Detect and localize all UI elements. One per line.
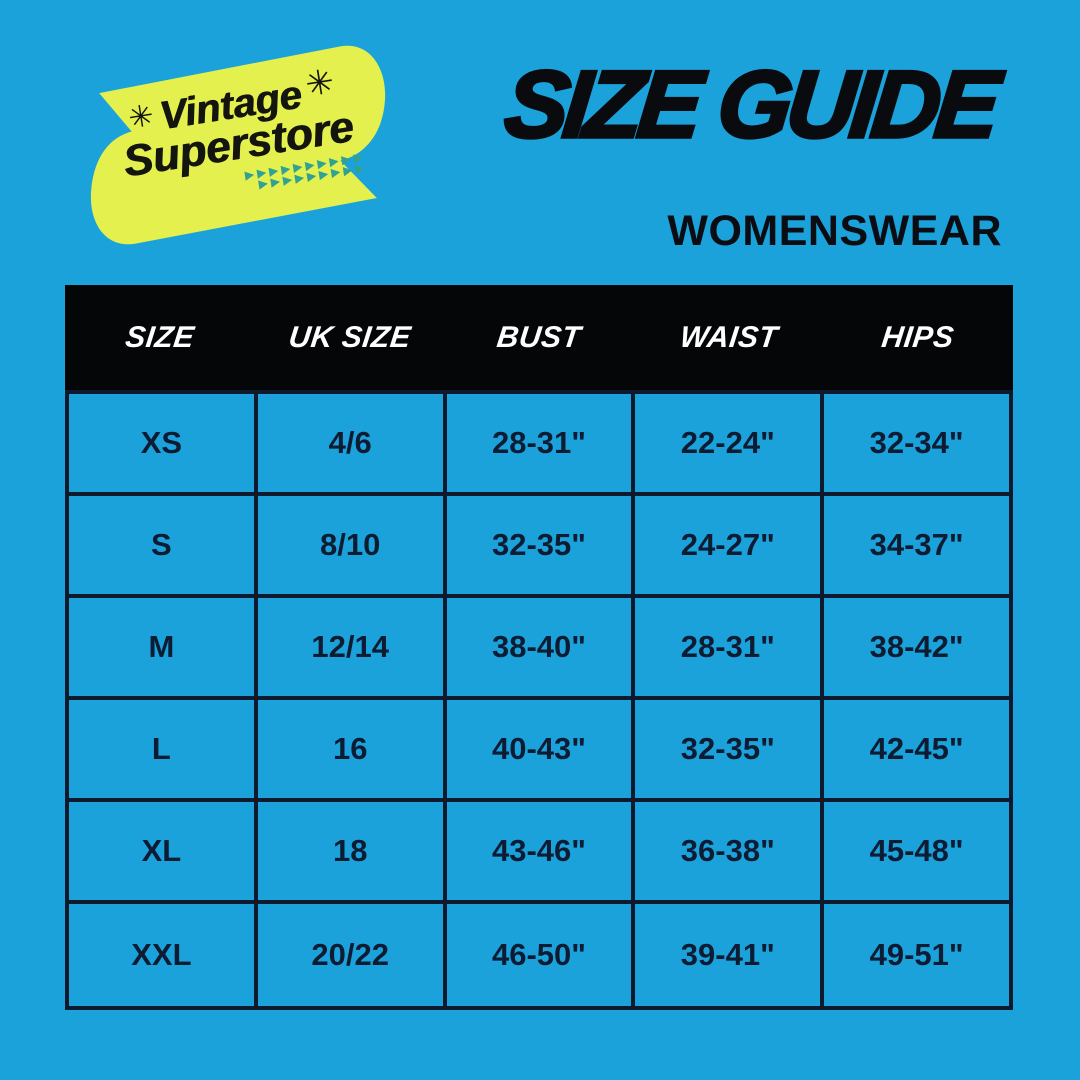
vintage-superstore-logo: ✳Vintage✳ Superstore ▶▶▶▶▶▶▶▶▶▶ ▶▶▶▶▶▶▶▶… — [85, 36, 389, 254]
page-title: SIZE GUIDE — [499, 50, 1002, 160]
column-header-size: SIZE — [123, 320, 197, 354]
sparkle-icon: ✳ — [126, 99, 157, 136]
cell-uk: 12/14 — [258, 598, 447, 696]
table-row: XXL 20/22 46-50" 39-41" 49-51" — [69, 904, 1009, 1006]
cell-uk: 18 — [258, 802, 447, 900]
table-row: S 8/10 32-35" 24-27" 34-37" — [69, 496, 1009, 598]
cell-hips: 49-51" — [869, 937, 964, 972]
table-row: L 16 40-43" 32-35" 42-45" — [69, 700, 1009, 802]
cell-waist: 28-31" — [635, 598, 825, 696]
cell-hips: 34-37" — [869, 527, 964, 562]
table-row: XS 4/6 28-31" 22-24" 32-34" — [69, 394, 1009, 496]
sparkle-icon: ✳ — [302, 62, 337, 105]
column-header-waist: WAIST — [677, 320, 780, 354]
cell-hips: 38-42" — [869, 629, 964, 664]
cell-size: XL — [69, 802, 258, 900]
cell-waist: 32-35" — [635, 700, 825, 798]
cell-waist: 39-41" — [635, 904, 825, 1006]
cell-hips: 45-48" — [869, 833, 964, 868]
cell-size: M — [69, 598, 258, 696]
cell-uk: 20/22 — [258, 904, 447, 1006]
table-row: XL 18 43-46" 36-38" 45-48" — [69, 802, 1009, 904]
cell-size: XXL — [69, 904, 258, 1006]
cell-waist: 36-38" — [635, 802, 825, 900]
cell-bust: 28-31" — [447, 394, 636, 492]
cell-size: S — [69, 496, 258, 594]
table-body: XS 4/6 28-31" 22-24" 32-34" S 8/10 32-35… — [65, 390, 1013, 1010]
cell-waist: 24-27" — [635, 496, 825, 594]
column-header-bust: BUST — [495, 320, 583, 354]
cell-uk: 16 — [258, 700, 447, 798]
size-chart-table: SIZE UK SIZE BUST WAIST HIPS XS 4/6 28-3… — [65, 285, 1013, 1010]
cell-uk: 8/10 — [258, 496, 447, 594]
column-header-hips: HIPS — [880, 320, 957, 354]
ticket-badge-shape — [90, 45, 386, 245]
cell-size: L — [69, 700, 258, 798]
cell-size: XS — [69, 394, 258, 492]
cell-bust: 38-40" — [447, 598, 636, 696]
page-subtitle: WOMENSWEAR — [667, 207, 1002, 255]
cell-waist: 22-24" — [635, 394, 825, 492]
cell-bust: 46-50" — [447, 904, 636, 1006]
cell-bust: 43-46" — [447, 802, 636, 900]
cell-hips: 32-34" — [869, 425, 964, 460]
table-header-row: SIZE UK SIZE BUST WAIST HIPS — [65, 285, 1013, 390]
column-header-uk-size: UK SIZE — [286, 320, 413, 354]
table-row: M 12/14 38-40" 28-31" 38-42" — [69, 598, 1009, 700]
cell-bust: 32-35" — [447, 496, 636, 594]
cell-hips: 42-45" — [869, 731, 964, 766]
cell-bust: 40-43" — [447, 700, 636, 798]
cell-uk: 4/6 — [258, 394, 447, 492]
